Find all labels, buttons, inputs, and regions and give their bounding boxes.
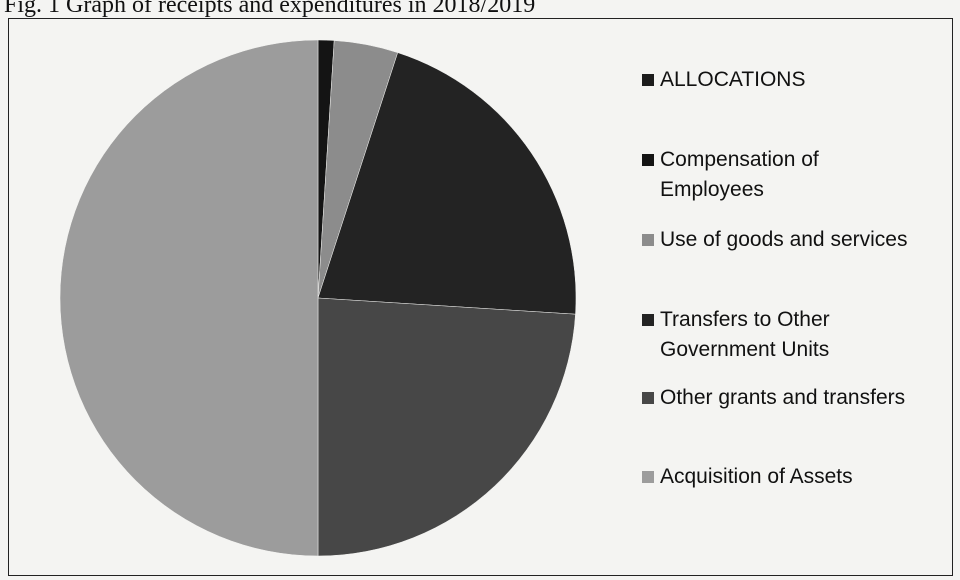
legend-label: Other grants and transfers	[660, 386, 906, 409]
legend-label: ALLOCATIONS	[660, 68, 806, 91]
pie-slice	[317, 52, 577, 315]
pie-slice	[317, 297, 576, 557]
legend-item: Other grants and transfers	[642, 383, 905, 413]
legend-swatch	[642, 392, 654, 404]
legend-item: Use of goods and services	[642, 225, 907, 255]
legend-item: Acquisition of Assets	[642, 462, 853, 492]
legend-item: Transfers to Other Government Units	[642, 305, 882, 365]
legend-label: Transfers to Other Government Units	[660, 308, 830, 361]
pie-slice	[59, 39, 319, 557]
legend-label: Use of goods and services	[660, 228, 908, 251]
legend-label: Compensation of Employees	[660, 148, 819, 201]
chart-frame	[8, 18, 953, 576]
legend-swatch	[642, 471, 654, 483]
legend-label: Acquisition of Assets	[660, 465, 853, 488]
legend-item: Compensation of Employees	[642, 145, 862, 205]
legend-item: ALLOCATIONS	[642, 65, 805, 95]
legend-swatch	[642, 314, 654, 326]
legend-swatch	[642, 154, 654, 166]
legend-swatch	[642, 234, 654, 246]
chart-title: Fig. 1 Graph of receipts and expenditure…	[4, 0, 536, 18]
legend-swatch	[642, 74, 654, 86]
